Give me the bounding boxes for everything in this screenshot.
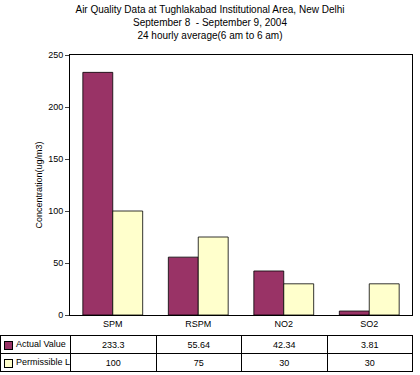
html-text:Actual Value: Actual Value bbox=[16, 339, 66, 350]
html-text:75: 75 bbox=[193, 357, 204, 368]
svg-text:200: 200 bbox=[48, 102, 63, 112]
html-text:100: 100 bbox=[105, 357, 121, 368]
svg-text:Concentration(ug/m3): Concentration(ug/m3) bbox=[34, 141, 44, 228]
svg-text:50: 50 bbox=[53, 258, 63, 268]
svg-text:250: 250 bbox=[48, 50, 63, 60]
svg-text:NO2: NO2 bbox=[274, 319, 293, 329]
html-text:3.81: 3.81 bbox=[361, 339, 379, 350]
html-text:55.64: 55.64 bbox=[187, 339, 210, 350]
html-text:30: 30 bbox=[279, 357, 290, 368]
svg-text:0: 0 bbox=[58, 310, 63, 320]
html-text:233.3: 233.3 bbox=[102, 339, 125, 350]
svg-text:100: 100 bbox=[48, 206, 63, 216]
svg-text:Air Quality Data at Tughlakaba: Air Quality Data at Tughlakabad Institut… bbox=[75, 4, 344, 41]
html-text:30: 30 bbox=[364, 357, 375, 368]
html-text:42.34: 42.34 bbox=[273, 339, 296, 350]
svg-text:SO2: SO2 bbox=[360, 319, 378, 329]
svg-text:150: 150 bbox=[48, 154, 63, 164]
svg-text:RSPM: RSPM bbox=[185, 319, 211, 329]
svg-text:SPM: SPM bbox=[103, 319, 123, 329]
